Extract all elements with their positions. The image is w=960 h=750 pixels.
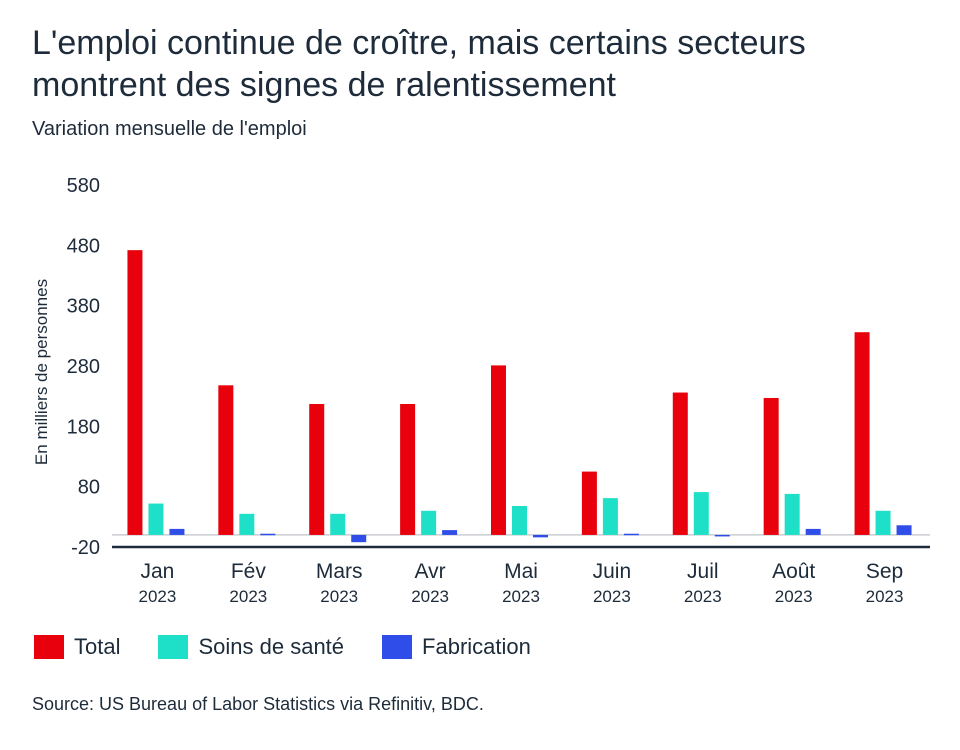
bar-fabrication-6 [714,534,730,537]
bar-soins-de-sant--8 [875,510,891,535]
bar-soins-de-sant--7 [784,493,800,535]
bar-chart: -20 80 180 280 380 480 580 En milliers de perso… [32,175,930,606]
x-tick-label: Mars [316,560,363,583]
chart-subtitle: Variation mensuelle de l'emploi [32,118,307,140]
x-tick-sublabel: 2023 [866,587,904,606]
legend-swatch-sante [158,635,189,659]
x-tick-sublabel: 2023 [320,587,358,606]
y-tick-label: 580 [67,175,100,197]
bar-fabrication-8 [896,525,912,535]
x-tick-label: Jan [141,560,175,583]
x-tick-sublabel: 2023 [139,587,177,606]
bar-fabrication-2 [351,534,367,543]
bar-soins-de-sant--1 [239,513,255,535]
legend-label-sante: Soins de santé [198,634,345,659]
y-tick-label: -20 [71,537,100,559]
legend-item-total: Total [34,634,120,660]
x-tick-sublabel: 2023 [684,587,722,606]
bar-total-2 [309,404,325,535]
x-tick-sublabel: 2023 [775,587,813,606]
bar-total-5 [581,471,597,535]
legend-item-sante: Soins de santé [158,634,344,660]
x-tick-label: Mai [504,560,538,583]
bar-fabrication-1 [260,533,276,536]
legend-label-total: Total [74,634,121,659]
bar-total-4 [491,365,506,535]
legend-item-fabrication: Fabrication [382,634,531,660]
x-tick-label: Juil [687,560,719,583]
x-tick-label: Avr [415,560,446,583]
chart-legend: Total Soins de santé Fabrication [34,634,569,660]
bar-soins-de-sant--5 [602,498,618,535]
x-tick-label: Fév [231,560,267,583]
bar-fabrication-0 [169,528,185,535]
source-note: Source: US Bureau of Labor Statistics vi… [32,694,484,714]
bar-fabrication-4 [533,534,548,538]
bar-soins-de-sant--3 [421,510,437,535]
legend-swatch-total [34,635,64,659]
x-tick-sublabel: 2023 [411,587,449,606]
bar-fabrication-7 [805,528,821,535]
bar-soins-de-sant--0 [148,503,164,535]
y-tick-label: 80 [78,477,100,499]
x-tick-label: Août [772,560,815,583]
bar-total-1 [218,385,234,535]
bar-total-8 [854,332,870,535]
y-tick-label: 480 [67,235,100,257]
y-axis-label: En milliers de personnes [32,279,51,465]
x-tick-sublabel: 2023 [502,587,540,606]
bar-soins-de-sant--2 [330,513,346,535]
y-tick-label: 180 [67,416,100,438]
x-tick-label: Juin [593,560,632,583]
bar-soins-de-sant--4 [512,505,527,535]
x-tick-sublabel: 2023 [593,587,631,606]
x-tick-sublabel: 2023 [229,587,267,606]
x-tick-label: Sep [866,560,903,583]
bar-soins-de-sant--6 [693,492,709,535]
bar-fabrication-5 [623,533,639,536]
bar-total-7 [763,397,779,535]
y-tick-label: 280 [67,356,100,378]
bar-fabrication-3 [442,530,458,535]
bar-total-3 [400,404,416,535]
legend-swatch-fabrication [382,635,413,659]
legend-label-fabrication: Fabrication [422,634,531,659]
bar-total-0 [127,250,143,535]
y-tick-label: 380 [67,296,100,318]
chart-title: L'emploi continue de croître, mais certa… [32,24,806,104]
bar-total-6 [672,392,688,535]
